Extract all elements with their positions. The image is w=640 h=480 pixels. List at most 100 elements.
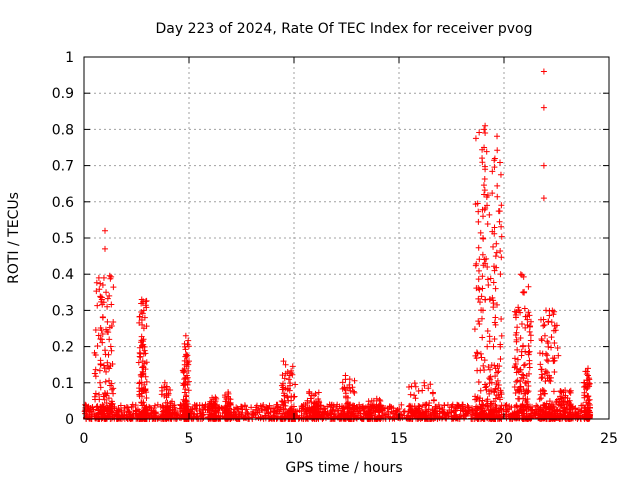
burst-point [472, 201, 479, 208]
noise-point [176, 414, 183, 421]
burst-point [538, 395, 545, 402]
noise-point [398, 401, 405, 408]
noise-point [574, 412, 581, 419]
data-point [484, 263, 491, 270]
burst-point [493, 240, 500, 247]
burst-point [182, 346, 189, 353]
burst-point [108, 347, 115, 354]
burst-point [94, 403, 101, 410]
burst-point [285, 385, 292, 392]
data-point [106, 292, 113, 299]
burst-point [108, 323, 115, 330]
burst-point [184, 341, 191, 348]
burst-point [377, 403, 384, 410]
burst-point [138, 399, 145, 406]
burst-point [555, 352, 562, 359]
burst-point [489, 190, 496, 197]
burst-point [472, 414, 479, 421]
burst-point [281, 375, 288, 382]
burst-point [537, 404, 544, 411]
y-tick-label: 0.5 [52, 231, 74, 247]
burst-point [429, 390, 436, 397]
noise-point [174, 410, 181, 417]
burst-point [562, 408, 569, 415]
burst-point [494, 133, 501, 140]
burst-point [206, 406, 213, 413]
burst-point [185, 337, 192, 344]
noise-point [439, 413, 446, 420]
burst-point [104, 318, 111, 325]
burst-point [310, 415, 317, 422]
burst-point [493, 412, 500, 419]
data-point [106, 365, 113, 372]
noise-point [132, 402, 139, 409]
burst-point [546, 312, 553, 319]
data-point [105, 329, 112, 336]
burst-point [406, 402, 413, 409]
burst-point [412, 395, 419, 402]
burst-point [481, 357, 488, 364]
burst-point [181, 389, 188, 396]
y-tick-label: 0.6 [52, 195, 74, 211]
burst-point [343, 394, 349, 401]
burst-point [542, 378, 549, 385]
data-point [98, 296, 105, 303]
burst-point [160, 404, 167, 411]
burst-point [92, 390, 99, 397]
burst-point [490, 279, 497, 286]
burst-point [104, 359, 111, 366]
burst-point [525, 309, 532, 316]
noise-point [197, 413, 204, 420]
noise-point [193, 406, 200, 413]
burst-point [480, 362, 487, 369]
burst-point [494, 182, 501, 189]
burst-point [522, 348, 529, 355]
noise-point [333, 403, 340, 410]
data-point [140, 307, 147, 314]
burst-point [137, 415, 144, 422]
burst-point [497, 396, 504, 403]
burst-point [97, 379, 104, 386]
burst-point [525, 283, 532, 290]
burst-point [494, 147, 501, 154]
data-point [286, 372, 293, 379]
burst-point [222, 409, 229, 416]
burst-point [307, 395, 314, 402]
burst-point [556, 408, 563, 415]
data-point [102, 347, 108, 354]
burst-point [104, 404, 111, 411]
burst-point [103, 413, 110, 420]
noise-point [396, 405, 403, 412]
x-tick-label: 10 [285, 431, 303, 447]
burst-point [492, 385, 499, 392]
burst-point [484, 221, 491, 228]
burst-point [227, 415, 234, 422]
burst-point [498, 233, 505, 240]
noise-point [121, 404, 128, 411]
burst-point [491, 164, 498, 171]
burst-point [539, 374, 546, 381]
noise-point [255, 405, 262, 412]
burst-point [549, 401, 556, 408]
y-tick-label: 0.8 [52, 122, 74, 138]
burst-point [143, 323, 150, 330]
burst-point [495, 382, 502, 389]
burst-point [494, 193, 501, 200]
noise-point [445, 412, 452, 419]
burst-point [284, 394, 291, 401]
burst-point [97, 384, 104, 391]
burst-point [140, 370, 147, 377]
burst-point [481, 187, 488, 194]
burst-point [288, 397, 295, 404]
burst-point [185, 378, 192, 385]
data-point [519, 343, 526, 350]
burst-point [558, 402, 565, 409]
burst-point [586, 407, 593, 414]
noise-point [151, 402, 158, 409]
data-point [102, 245, 108, 252]
data-point [103, 289, 110, 296]
burst-point [101, 396, 108, 403]
noise-point [464, 407, 471, 414]
burst-point [496, 218, 503, 225]
burst-point [526, 364, 533, 371]
